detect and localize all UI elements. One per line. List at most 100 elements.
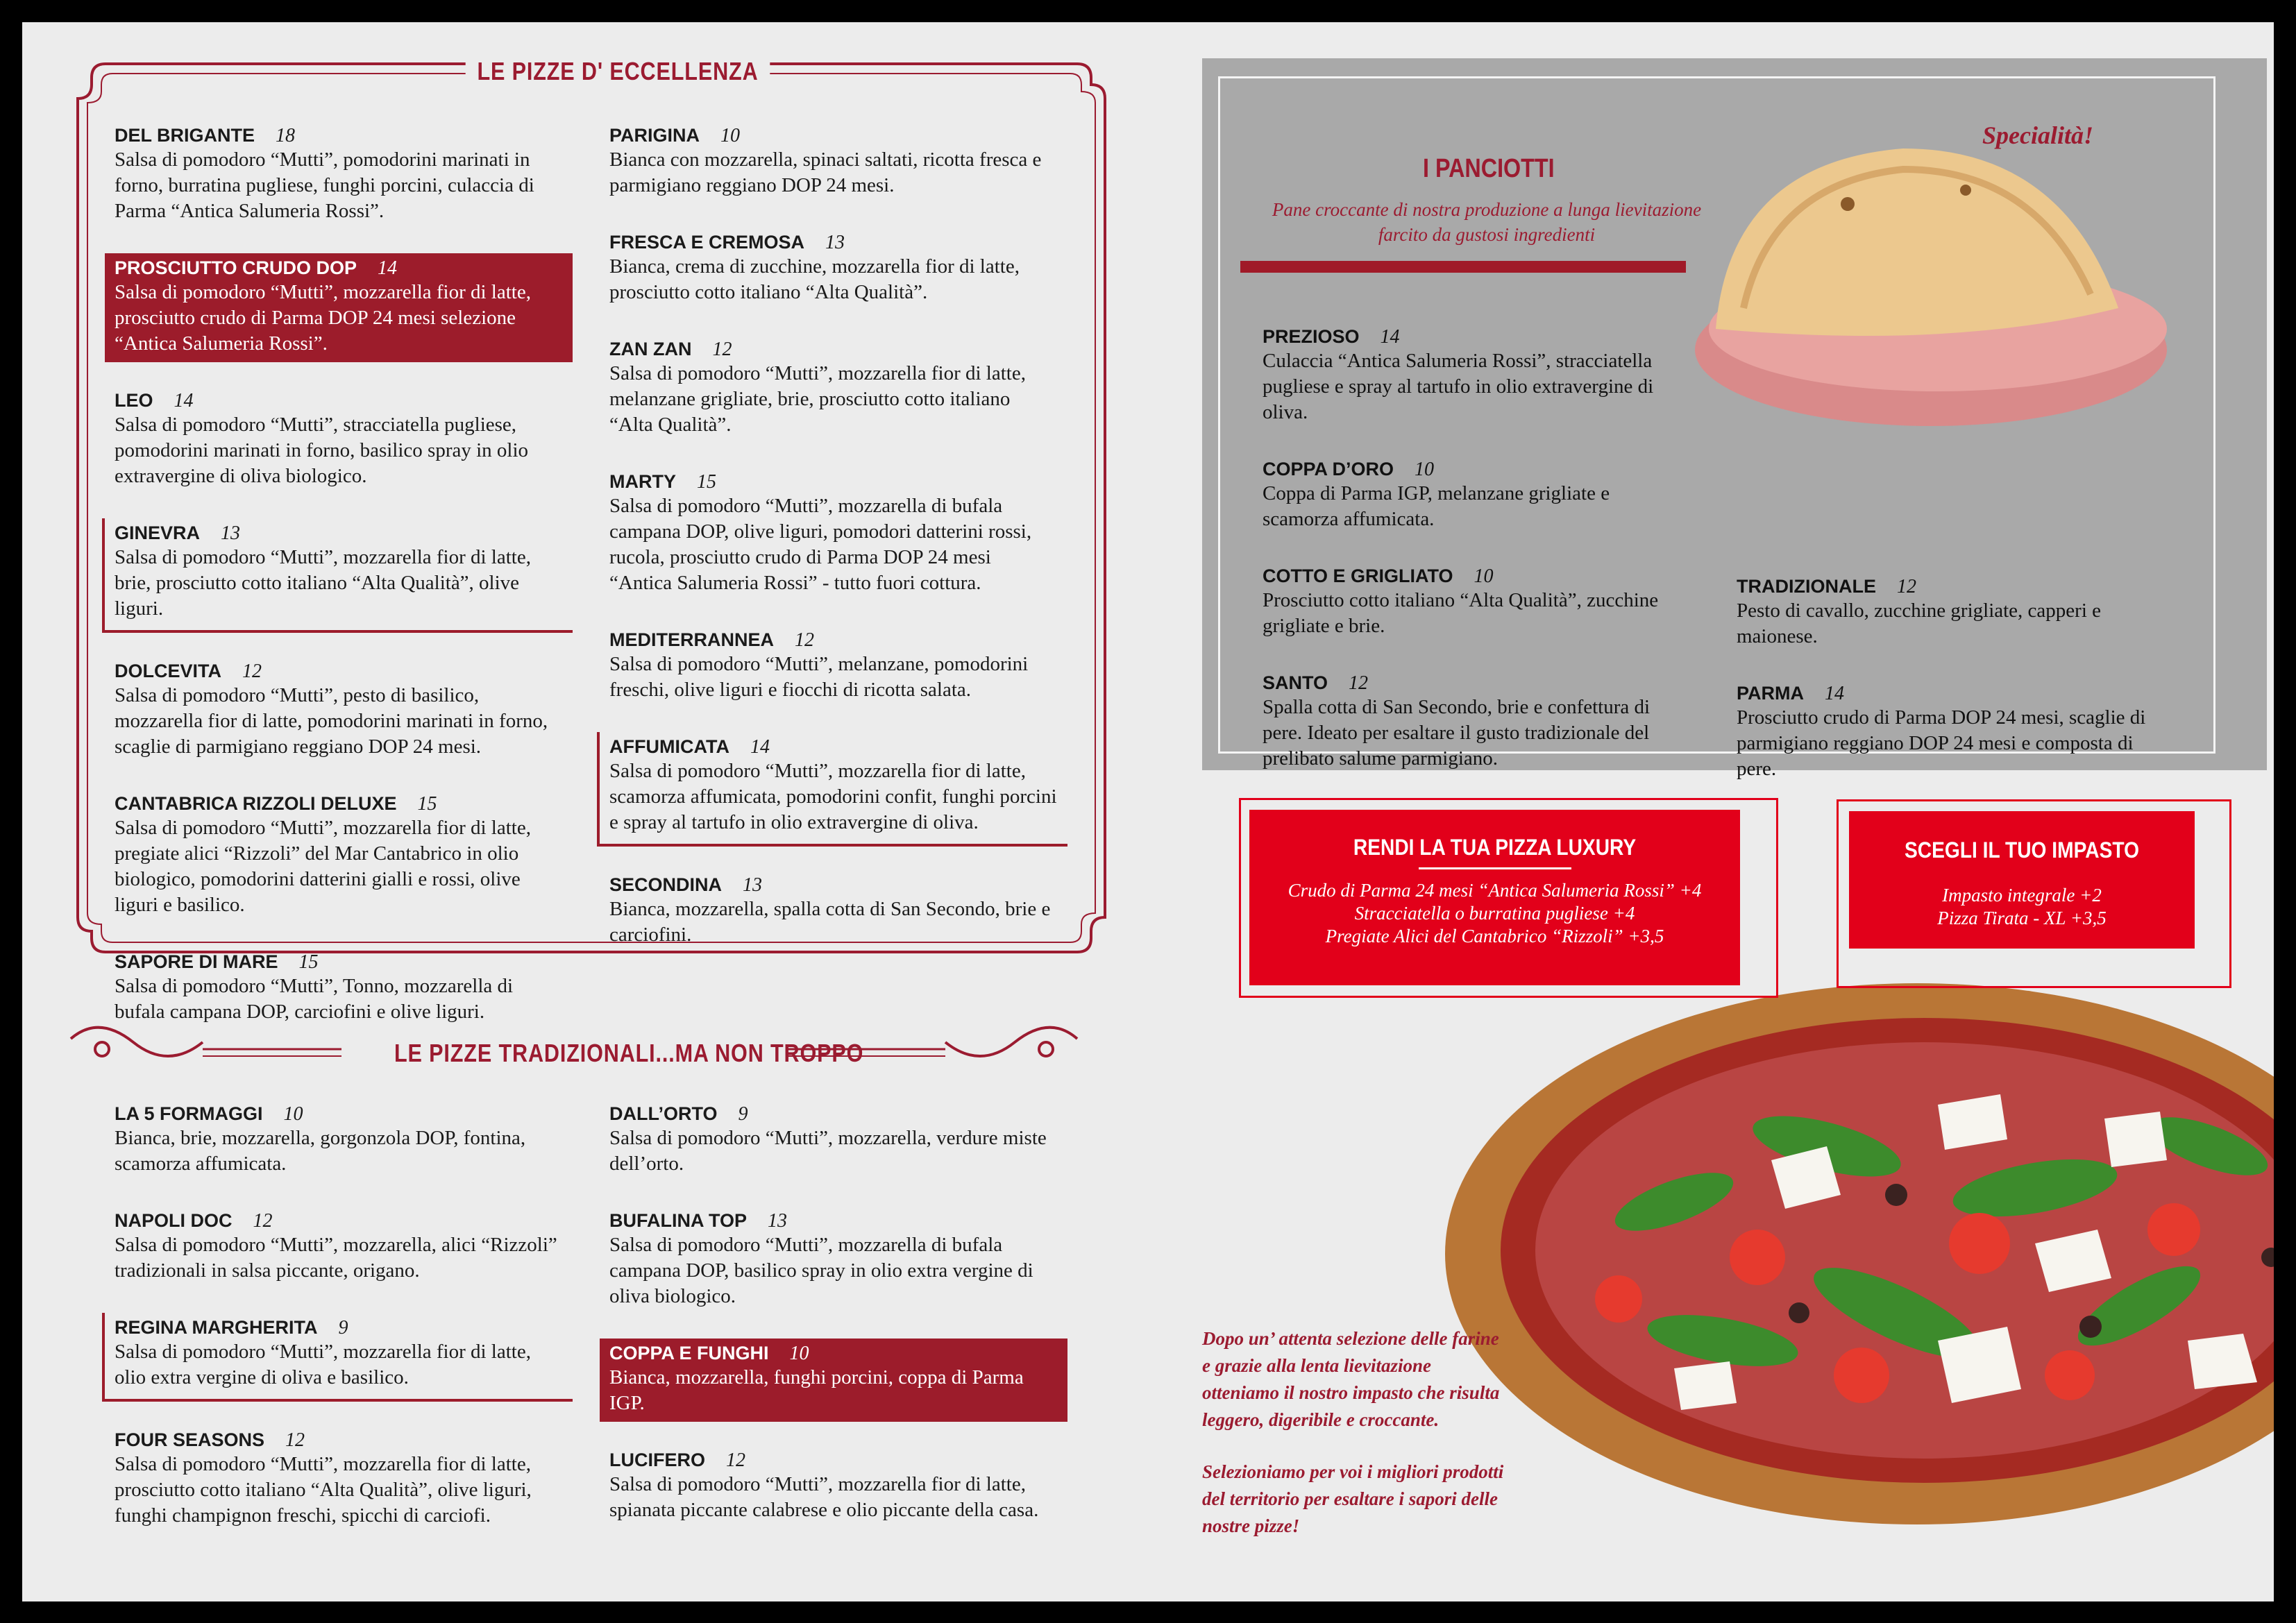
- item-name: COPPA D’ORO: [1263, 459, 1394, 479]
- item-description: Salsa di pomodoro “Mutti”, pesto di basi…: [115, 684, 548, 758]
- item-header: LEO 14: [115, 390, 563, 412]
- luxury-panel: RENDI LA TUA PIZZA LUXURY Crudo di Parma…: [1249, 810, 1740, 985]
- item-header: PARMA 14: [1737, 683, 2171, 705]
- item-name: MEDITERRANNEA: [609, 629, 775, 650]
- menu-column: PREZIOSO 14 Culaccia “Antica Salumeria Ros…: [1263, 322, 1693, 801]
- item-name: SANTO: [1263, 672, 1328, 693]
- menu-item: AFFUMICATA 14 Salsa di pomodoro “Mutti”, m…: [597, 732, 1067, 847]
- item-name: AFFUMICATA: [609, 736, 729, 757]
- menu-item: MEDITERRANNEA 12 Salsa di pomodoro “Mutti”…: [600, 625, 1067, 708]
- menu-item: SANTO 12 Spalla cotta di San Secondo, brie…: [1253, 668, 1693, 777]
- menu-item: PREZIOSO 14 Culaccia “Antica Salumeria Ros…: [1253, 322, 1693, 431]
- menu-item: BUFALINA TOP 13 Salsa di pomodoro “Mutti”,…: [600, 1206, 1067, 1315]
- item-name: BUFALINA TOP: [609, 1210, 748, 1231]
- menu-item: FRESCA E CREMOSA 13 Bianca, crema di zucch…: [600, 228, 1067, 311]
- item-description: Culaccia “Antica Salumeria Rossi”, strac…: [1263, 350, 1654, 423]
- menu-item: PARIGINA 10 Bianca con mozzarella, spinaci…: [600, 121, 1067, 204]
- item-description: Salsa di pomodoro “Mutti”, mozzarella fi…: [115, 546, 531, 620]
- item-price: 14: [750, 736, 770, 758]
- item-name: PREZIOSO: [1263, 326, 1360, 347]
- luxury-option: Pregiate Alici del Cantabrico “Rizzoli” …: [1325, 926, 1664, 946]
- item-description: Coppa di Parma IGP, melanzane grigliate …: [1263, 482, 1610, 530]
- item-price: 12: [1349, 672, 1369, 694]
- menu-item: PARMA 14 Prosciutto crudo di Parma DOP 24 …: [1727, 679, 2181, 788]
- item-description: Salsa di pomodoro “Mutti”, stracciatella…: [115, 414, 529, 487]
- item-description: Salsa di pomodoro “Mutti”, pomodorini ma…: [115, 148, 534, 222]
- section-title: LE PIZZE D' ECCELLENZA: [465, 57, 770, 86]
- item-header: TRADIZIONALE 12: [1737, 576, 2171, 598]
- item-name: TRADIZIONALE: [1737, 576, 1876, 597]
- item-name: SAPORE DI MARE: [115, 951, 278, 972]
- item-price: 10: [1474, 566, 1494, 587]
- item-name: COTTO E GRIGLIATO: [1263, 566, 1453, 586]
- item-price: 14: [1380, 326, 1400, 348]
- item-name: GINEVRA: [115, 522, 201, 543]
- item-description: Prosciutto cotto italiano “Alta Qualità”…: [1263, 589, 1659, 637]
- item-description: Salsa di pomodoro “Mutti”, mozzarella fi…: [115, 1453, 532, 1527]
- item-price: 13: [743, 874, 763, 896]
- item-description: Salsa di pomodoro “Mutti”, melanzane, po…: [609, 653, 1029, 701]
- item-description: Salsa di pomodoro “Mutti”, mozzarella fi…: [115, 281, 531, 355]
- item-header: COPPA E FUNGHI 10: [609, 1343, 1058, 1365]
- item-header: GINEVRA 13: [115, 522, 563, 545]
- item-name: FRESCA E CREMOSA: [609, 232, 805, 253]
- item-name: MARTY: [609, 471, 676, 492]
- impasto-box: [1837, 799, 2231, 988]
- item-price: 12: [795, 629, 815, 651]
- item-description: Salsa di pomodoro “Mutti”, mozzarella di…: [609, 495, 1032, 594]
- item-header: SANTO 12: [1263, 672, 1683, 695]
- item-header: MARTY 15: [609, 471, 1058, 493]
- menu-item: FOUR SEASONS 12 Salsa di pomodoro “Mutti”,…: [105, 1425, 573, 1534]
- item-header: COTTO E GRIGLIATO 10: [1263, 566, 1683, 588]
- item-name: REGINA MARGHERITA: [115, 1317, 318, 1338]
- panciotti-border: [1218, 76, 2215, 754]
- impasto-option: Impasto integrale +2: [1942, 885, 2102, 906]
- item-description: Salsa di pomodoro “Mutti”, mozzarella di…: [609, 1234, 1033, 1307]
- item-description: Bianca, mozzarella, funghi porcini, copp…: [609, 1366, 1024, 1414]
- item-description: Spalla cotta di San Secondo, brie e conf…: [1263, 696, 1651, 770]
- item-header: FOUR SEASONS 12: [115, 1429, 563, 1452]
- item-price: 12: [1896, 576, 1916, 597]
- luxury-box: [1239, 798, 1778, 998]
- menu-item: SECONDINA 13 Bianca, mozzarella, spalla co…: [600, 870, 1067, 953]
- item-header: FRESCA E CREMOSA 13: [609, 232, 1058, 254]
- item-name: COPPA E FUNGHI: [609, 1343, 769, 1363]
- item-header: LUCIFERO 12: [609, 1450, 1058, 1472]
- decorations: [69, 62, 2274, 1524]
- item-name: LA 5 FORMAGGI: [115, 1103, 263, 1124]
- menu-item: LEO 14 Salsa di pomodoro “Mutti”, straccia…: [105, 386, 573, 495]
- item-header: PROSCIUTTO CRUDO DOP 14: [115, 257, 563, 280]
- item-header: DOLCEVITA 12: [115, 661, 563, 683]
- menu-item: LA 5 FORMAGGI 10 Bianca, brie, mozzarella,…: [105, 1099, 573, 1182]
- item-price: 10: [283, 1103, 303, 1125]
- item-price: 15: [417, 793, 437, 815]
- menu-column: DEL BRIGANTE 18 Salsa di pomodoro “Mutti”,…: [102, 121, 573, 1054]
- luxury-option: Stracciatella o burratina pugliese +4: [1354, 903, 1635, 924]
- menu-item: PROSCIUTTO CRUDO DOP 14 Salsa di pomodoro …: [105, 253, 573, 362]
- item-name: NAPOLI DOC: [115, 1210, 233, 1231]
- item-price: 14: [378, 257, 398, 279]
- menu-item: ZAN ZAN 12 Salsa di pomodoro “Mutti”, mozz…: [600, 334, 1067, 443]
- item-header: NAPOLI DOC 12: [115, 1210, 563, 1232]
- menu-item: DEL BRIGANTE 18 Salsa di pomodoro “Mutti”,…: [105, 121, 573, 230]
- menu-item: COPPA E FUNGHI 10 Bianca, mozzarella, fung…: [600, 1339, 1067, 1422]
- item-header: LA 5 FORMAGGI 10: [115, 1103, 563, 1125]
- item-description: Salsa di pomodoro “Mutti”, mozzarella fi…: [609, 362, 1026, 436]
- item-name: LUCIFERO: [609, 1450, 705, 1470]
- menu-item: GINEVRA 13 Salsa di pomodoro “Mutti”, mozz…: [102, 518, 573, 633]
- item-header: SECONDINA 13: [609, 874, 1058, 897]
- menu-item: NAPOLI DOC 12 Salsa di pomodoro “Mutti”, m…: [105, 1206, 573, 1289]
- panciotti-subtitle: Pane croccante di nostra produzione a lu…: [1272, 199, 1702, 245]
- item-name: PARMA: [1737, 683, 1804, 704]
- menu-column: PARIGINA 10 Bianca con mozzarella, spinaci…: [597, 121, 1067, 977]
- note: Dopo un’ attenta selezione delle farine …: [1202, 1325, 1508, 1565]
- item-description: Salsa di pomodoro “Mutti”, mozzarella fi…: [115, 817, 531, 916]
- menu-item: MARTY 15 Salsa di pomodoro “Mutti”, mozzar…: [600, 467, 1067, 602]
- impasto-panel: SCEGLI IL TUO IMPASTO Impasto integrale …: [1849, 811, 2195, 949]
- item-description: Bianca con mozzarella, spinaci saltati, …: [609, 148, 1042, 196]
- menu-item: REGINA MARGHERITA 9 Salsa di pomodoro “Mut…: [102, 1313, 573, 1402]
- item-price: 13: [825, 232, 845, 253]
- item-price: 18: [276, 125, 296, 146]
- item-description: Bianca, mozzarella, spalla cotta di San …: [609, 898, 1051, 946]
